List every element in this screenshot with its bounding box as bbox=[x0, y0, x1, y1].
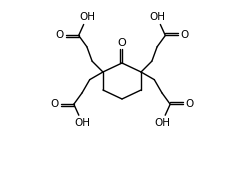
Text: O: O bbox=[118, 38, 126, 48]
Text: O: O bbox=[180, 30, 188, 41]
Text: OH: OH bbox=[154, 117, 170, 127]
Text: OH: OH bbox=[74, 117, 90, 127]
Text: OH: OH bbox=[149, 12, 165, 22]
Text: O: O bbox=[51, 99, 59, 109]
Text: OH: OH bbox=[79, 12, 95, 22]
Text: O: O bbox=[185, 99, 193, 109]
Text: O: O bbox=[56, 30, 64, 41]
